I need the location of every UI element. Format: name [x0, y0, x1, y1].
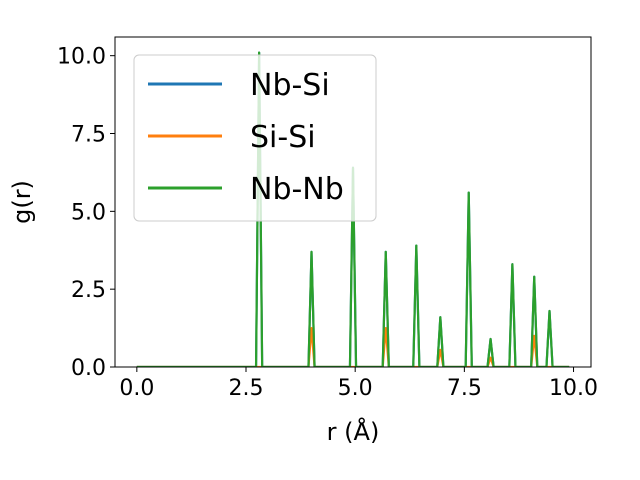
y-tick-label: 7.5	[71, 123, 106, 148]
legend-label: Si-Si	[250, 120, 316, 155]
series-line-si-si	[136, 326, 570, 367]
series-line-nb-nb	[136, 51, 570, 367]
y-axis-label: g(r)	[8, 180, 36, 224]
y-tick-label: 0.0	[71, 356, 106, 381]
x-axis-label: r (Å)	[327, 417, 380, 446]
legend: Nb-Si Si-Si Nb-Nb	[133, 54, 377, 222]
plot-frame	[114, 36, 592, 368]
x-tick-label: 10.0	[549, 376, 598, 401]
legend-label: Nb-Nb	[250, 172, 344, 207]
y-tick-label: 2.5	[71, 278, 106, 303]
legend-label: Nb-Si	[250, 68, 330, 103]
x-tick-label: 2.5	[229, 376, 264, 401]
series-layer	[136, 51, 570, 367]
x-tick-label: 7.5	[447, 376, 482, 401]
y-tick-label: 10.0	[57, 45, 106, 70]
x-tick-label: 5.0	[338, 376, 373, 401]
x-axis: 0.0 2.5 5.0 7.5 10.0	[119, 367, 598, 401]
y-axis: 0.0 2.5 5.0 7.5 10.0	[57, 45, 115, 381]
legend-box	[133, 54, 377, 222]
y-tick-label: 5.0	[71, 200, 106, 225]
x-tick-label: 0.0	[119, 376, 154, 401]
